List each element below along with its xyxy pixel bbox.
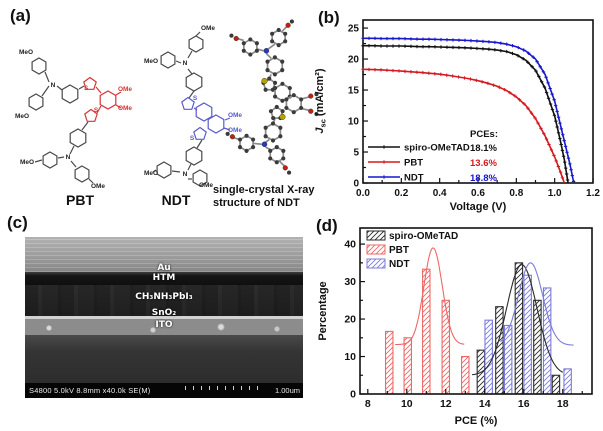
sem-cross-section-image: S4800 5.0kV 8.8mm x40.0k SE(M) 1.00um Au… [25,237,303,398]
sem-scale-text: 1.00um [274,386,300,395]
xray-caption-line2: structure of NDT [213,197,300,209]
svg-text:10: 10 [344,351,356,363]
svg-text:MeO: MeO [144,58,158,65]
svg-text:NDT: NDT [389,259,410,270]
svg-text:PBT: PBT [389,245,409,256]
svg-text:MeO: MeO [144,170,158,177]
sem-au-htm-layer [25,272,303,285]
sem-ito-layer [25,319,303,335]
svg-text:MeO: MeO [19,49,33,56]
svg-text:0: 0 [353,179,359,190]
svg-text:5: 5 [353,148,359,159]
ndt-structure-drawing: OMe MeO N S OMe OMe S MeO N OMe [144,25,242,189]
sem-label-perovskite: CH₃NH₃PbI₃ [135,292,193,302]
sem-scale-bar [185,386,259,390]
sem-label-sno2: SnO₂ [151,308,177,318]
svg-text:13.6%: 13.6% [470,158,497,169]
panel-b-label: (b) [318,8,340,27]
svg-text:18.1%: 18.1% [470,143,497,154]
svg-text:0.2: 0.2 [394,188,408,199]
svg-text:18: 18 [557,398,569,410]
sem-label-htm: HTM [152,273,176,283]
svg-text:Percentage: Percentage [317,281,329,340]
pbt-name-label: PBT [66,192,94,208]
svg-text:30: 30 [344,276,356,288]
svg-text:MeO: MeO [15,113,29,120]
svg-text:12: 12 [440,398,452,410]
svg-text:0: 0 [350,389,356,401]
svg-text:40: 40 [344,239,356,251]
svg-text:OMe: OMe [228,127,242,134]
pce-histogram-chart: 8 10 12 14 16 18 0 10 20 30 40 PCE (%) Percentage spi… [317,227,593,427]
svg-text:Voltage (V): Voltage (V) [450,201,507,213]
svg-text:0.8: 0.8 [509,188,523,199]
svg-text:N: N [66,154,71,161]
svg-text:18.8%: 18.8% [470,173,497,184]
sem-sno2-layer [25,316,303,319]
sem-substrate-region [25,335,303,383]
svg-text:OMe: OMe [201,25,215,32]
svg-text:15: 15 [348,86,360,97]
svg-text:OMe: OMe [118,105,132,112]
svg-text:OMe: OMe [118,86,132,93]
sem-epoxy-region [25,237,303,272]
jv-curve-chart: 0.0 0.2 0.4 0.6 0.8 1.0 1.2 0 5 10 15 20 25 Voltage (… [314,19,600,213]
svg-text:1.2: 1.2 [586,188,600,199]
ndt-name-label: NDT [161,192,191,208]
xray-caption-line1: single-crystal X-ray [213,184,315,196]
svg-text:PCEs:: PCEs: [470,129,498,140]
svg-text:20: 20 [344,314,356,326]
svg-text:Jsc (mA/cm²): Jsc (mA/cm²) [314,68,328,134]
svg-text:OMe: OMe [199,182,213,189]
sem-info-text: S4800 5.0kV 8.8mm x40.0k SE(M) [29,386,151,395]
svg-text:0.0: 0.0 [356,188,370,199]
svg-text:MeO: MeO [20,159,34,166]
svg-text:N: N [183,171,188,178]
svg-text:NDT: NDT [404,173,424,184]
svg-text:8: 8 [365,398,371,410]
svg-text:S: S [190,135,195,142]
ndt-xray-structure-drawing [225,19,319,175]
svg-text:1.0: 1.0 [548,188,562,199]
xray-caption: single-crystal X-ray structure of NDT [213,184,323,210]
svg-text:S: S [84,85,89,92]
svg-text:10: 10 [348,117,360,128]
sem-perovskite-layer [25,285,303,316]
svg-text:25: 25 [348,24,360,35]
svg-text:20: 20 [348,55,360,66]
svg-text:14: 14 [479,398,491,410]
svg-text:OMe: OMe [228,112,242,119]
svg-text:0.4: 0.4 [433,188,447,199]
svg-text:PBT: PBT [404,158,423,169]
svg-text:PCE (%): PCE (%) [455,415,498,427]
svg-text:10: 10 [401,398,413,410]
svg-text:16: 16 [518,398,530,410]
svg-text:N: N [183,60,188,67]
sem-info-bar: S4800 5.0kV 8.8mm x40.0k SE(M) 1.00um [25,383,303,398]
pbt-structure-drawing: MeO MeO N S S OMe OMe MeO N OMe [15,49,132,190]
svg-text:spiro-OMeTAD: spiro-OMeTAD [404,143,470,154]
svg-text:S: S [193,95,198,102]
sem-label-au: Au [157,263,171,273]
svg-text:0.6: 0.6 [471,188,485,199]
panel-a-label: (a) [10,6,31,25]
svg-text:S: S [94,107,99,114]
svg-text:spiro-OMeTAD: spiro-OMeTAD [389,231,458,242]
sem-label-ito: ITO [155,320,173,330]
svg-text:OMe: OMe [91,183,105,190]
panel-c-label: (c) [7,213,28,232]
svg-text:N: N [51,82,56,89]
panel-d-label: (d) [316,216,338,235]
